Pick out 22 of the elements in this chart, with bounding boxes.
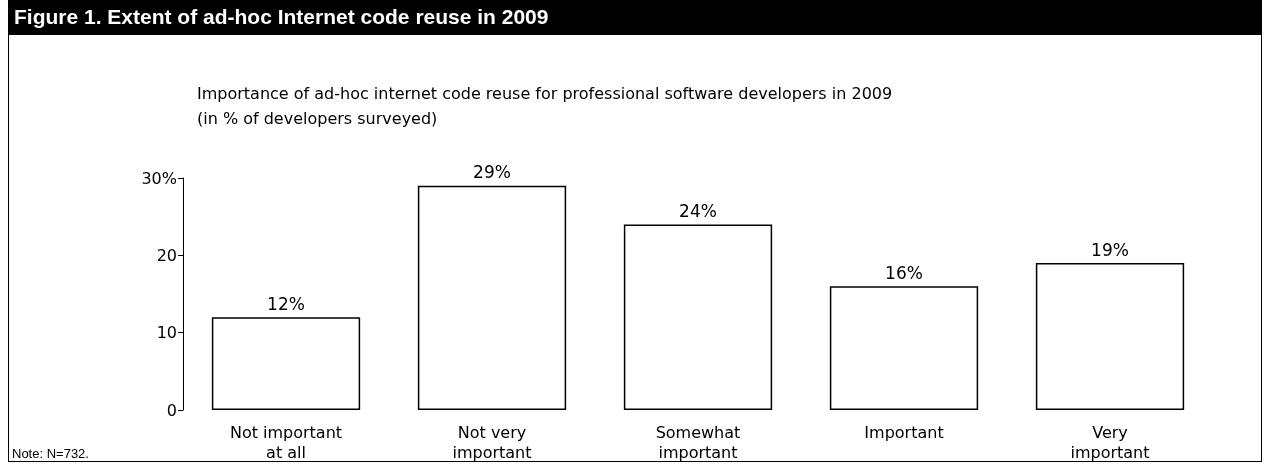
bar xyxy=(211,317,361,410)
x-tick-label: Not very important xyxy=(452,422,532,462)
data-label: 24% xyxy=(679,200,717,221)
bar xyxy=(417,185,567,410)
chart-subtitle: Importance of ad-hoc internet code reuse for professional software developers in 2009 (in % of developers surveyed) xyxy=(197,84,893,128)
x-tick-label: Not important at all xyxy=(229,422,343,462)
data-label: 19% xyxy=(1091,239,1129,260)
y-tick-label: 30% xyxy=(141,168,177,188)
bar xyxy=(1035,263,1185,410)
x-tick-label: Very important xyxy=(1070,422,1150,462)
bar xyxy=(829,286,979,410)
x-tick-label: Important xyxy=(864,422,944,442)
text: Note: N=732. xyxy=(12,446,89,461)
y-tick-label: 0 xyxy=(166,400,177,420)
chart-title: Figure 1. Extent of ad-hoc Internet code reuse in 2009 xyxy=(8,0,1262,34)
data-label: 12% xyxy=(267,293,305,314)
bar xyxy=(623,224,773,410)
data-label: 16% xyxy=(885,262,923,283)
x-tick-label: Somewhat important xyxy=(655,422,741,462)
y-tick-label: 20 xyxy=(156,245,177,265)
data-label: 29% xyxy=(473,162,511,183)
y-tick-label: 10 xyxy=(156,323,177,343)
